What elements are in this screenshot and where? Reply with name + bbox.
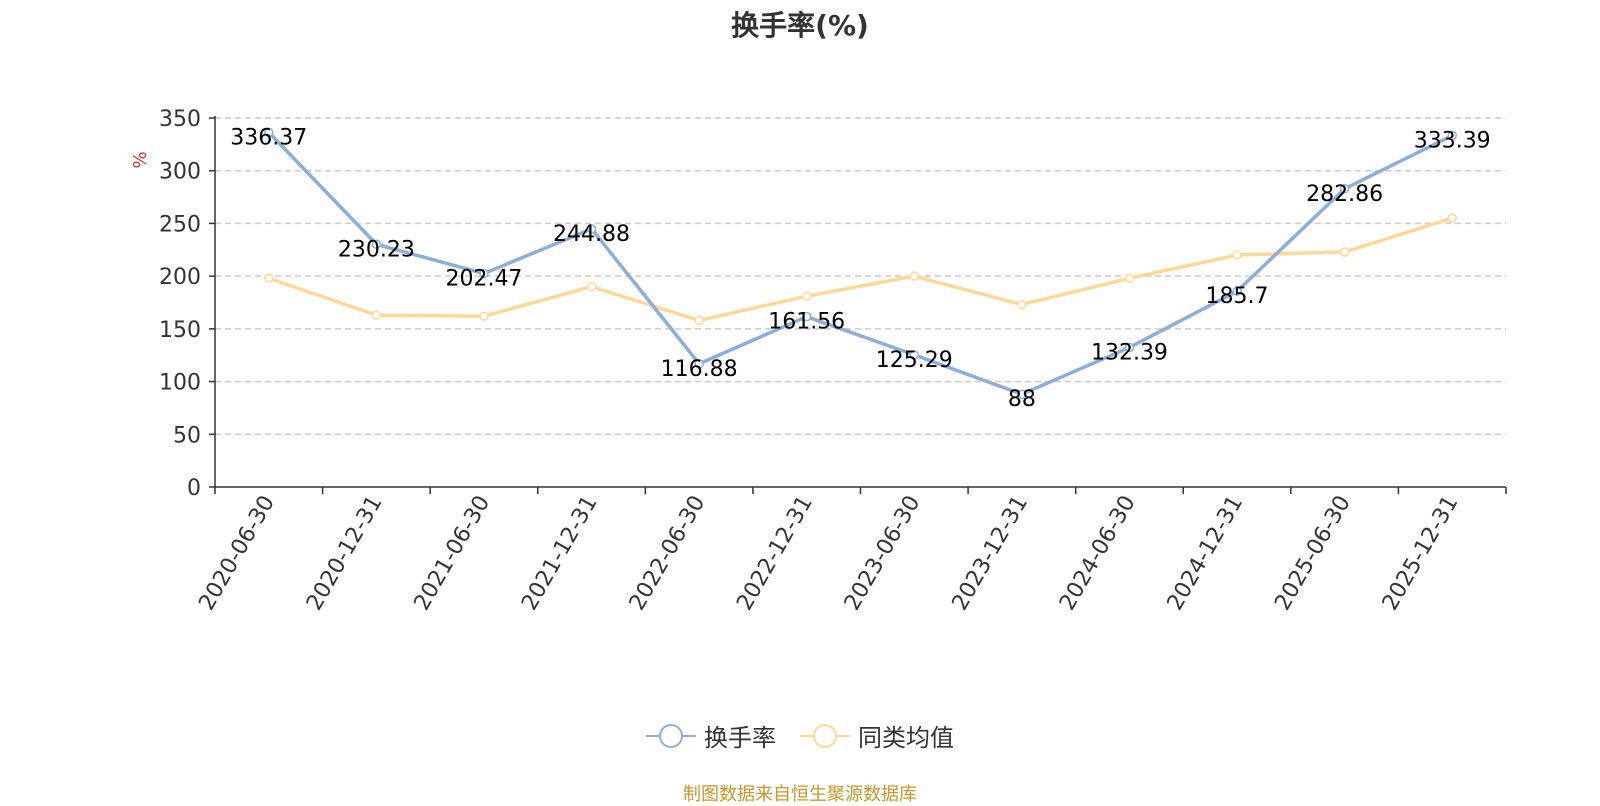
data-point <box>1232 250 1242 260</box>
x-tick-label: 2025-12-31 <box>1378 492 1464 615</box>
data-label: 185.7 <box>1206 284 1269 309</box>
data-point <box>586 224 597 234</box>
data-point <box>1339 247 1350 257</box>
data-point <box>909 350 920 360</box>
data-point <box>694 315 704 326</box>
x-tick-label: 2021-12-31 <box>517 492 603 615</box>
x-tick-label: 2020-06-30 <box>194 492 280 615</box>
legend-turnover-marker-icon <box>646 723 696 748</box>
y-axis-label: % <box>130 151 151 168</box>
data-point <box>801 311 812 322</box>
data-point <box>1017 389 1027 399</box>
legend-item-turnover[interactable]: 换手率 <box>646 718 776 753</box>
data-point <box>264 127 274 138</box>
x-tick-label: 2023-06-30 <box>840 492 926 615</box>
data-point <box>264 273 274 284</box>
data-point <box>371 239 382 250</box>
data-label: 282.86 <box>1306 182 1383 207</box>
data-point <box>371 310 382 320</box>
x-tick-label: 2024-12-31 <box>1163 492 1249 615</box>
legend: 换手率 同类均值 <box>0 718 1600 753</box>
data-label: 132.39 <box>1091 340 1168 365</box>
series-line-peer-avg <box>268 216 1453 323</box>
y-tick-label: 150 <box>159 318 201 343</box>
data-label: 202.47 <box>445 267 522 292</box>
y-tick-label: 50 <box>173 423 201 448</box>
y-tick-label: 250 <box>159 212 201 237</box>
data-point <box>479 268 489 279</box>
data-point <box>1447 130 1457 141</box>
data-point <box>909 271 920 281</box>
legend-peer-avg-marker-icon <box>800 723 850 748</box>
x-tick-label: 2022-06-30 <box>625 492 711 615</box>
data-point <box>1232 286 1242 296</box>
source-note: 制图数据来自恒生聚源数据库 <box>683 784 917 805</box>
data-point <box>1339 184 1350 194</box>
data-point <box>694 359 704 369</box>
data-label: 333.39 <box>1414 129 1491 154</box>
data-label: 88 <box>1008 387 1036 412</box>
x-tick-label: 2022-12-31 <box>732 492 818 615</box>
data-point <box>1447 213 1457 223</box>
x-tick-label: 2023-12-31 <box>947 492 1033 615</box>
legend-peer-avg-label: 同类均值 <box>858 724 954 752</box>
data-label: 116.88 <box>661 357 738 382</box>
data-point <box>586 281 597 292</box>
data-point <box>1124 273 1135 284</box>
data-label: 230.23 <box>338 237 415 262</box>
legend-item-peer-avg[interactable]: 同类均值 <box>800 718 954 753</box>
data-point <box>801 291 812 301</box>
x-tick-label: 2021-06-30 <box>410 492 496 615</box>
y-tick-label: 350 <box>159 107 201 132</box>
series-line-turnover <box>267 131 1453 396</box>
data-label: 125.29 <box>876 348 953 373</box>
data-label: 336.37 <box>230 125 307 150</box>
data-point <box>1124 342 1135 353</box>
y-tick-label: 200 <box>159 265 201 290</box>
x-tick-label: 2025-06-30 <box>1270 492 1356 615</box>
data-label: 244.88 <box>553 222 630 247</box>
data-label: 161.56 <box>768 310 845 335</box>
y-tick-label: 100 <box>159 371 201 396</box>
x-tick-label: 2024-06-30 <box>1055 492 1141 615</box>
legend-turnover-label: 换手率 <box>704 724 776 752</box>
chart-title: 换手率(%) <box>731 9 869 42</box>
x-tick-label: 2020-12-31 <box>302 492 388 615</box>
y-tick-label: 300 <box>159 160 201 185</box>
data-point <box>479 311 489 321</box>
y-tick-label: 0 <box>187 476 201 501</box>
data-point <box>1017 299 1027 310</box>
